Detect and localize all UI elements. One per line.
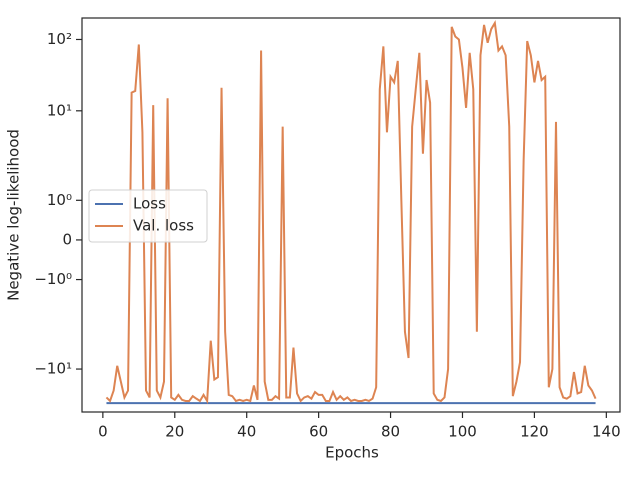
x-tick-label: 100 [448,423,477,441]
y-tick-label: −10¹ [34,360,72,378]
y-tick-label: −10⁰ [34,270,72,288]
y-tick-label: 10² [47,30,72,48]
y-axis-label: Negative log-likelihood [5,129,23,301]
x-tick-label: 40 [237,423,256,441]
x-tick-label: 120 [520,423,549,441]
legend-label: Val. loss [133,217,194,235]
plot-frame [81,17,621,413]
y-tick-label: 10¹ [47,101,72,119]
legend-label: Loss [133,195,166,213]
line-series [105,20,597,405]
x-tick-label: 0 [98,423,108,441]
x-axis-label: Epochs [325,444,379,462]
x-tick-label: 80 [381,423,400,441]
y-tick-label: 10⁰ [47,191,72,209]
x-tick-label: 60 [309,423,328,441]
x-tick-label: 140 [592,423,621,441]
x-tick-label: 20 [165,423,184,441]
y-tick-label: 0 [62,230,72,248]
